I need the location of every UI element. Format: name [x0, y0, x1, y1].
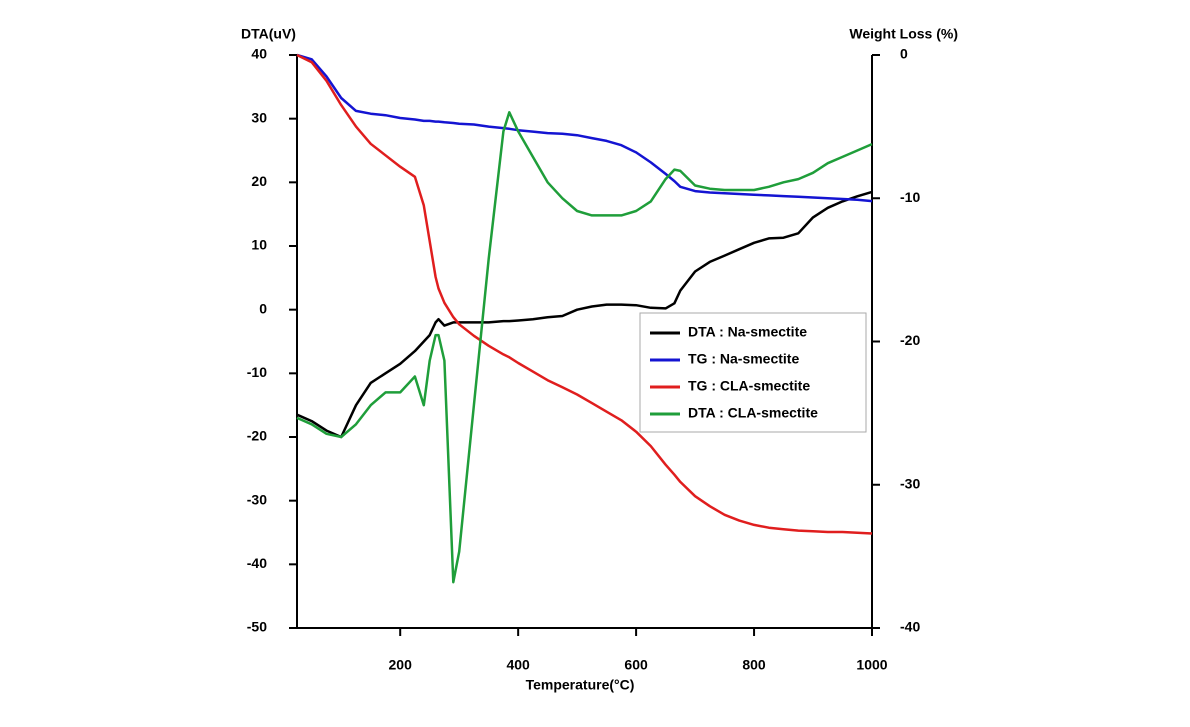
y-tick-label: -30 [247, 491, 267, 507]
x-tick-label: 800 [742, 657, 766, 673]
y-tick-label: -40 [247, 555, 267, 571]
y-tick-label: -50 [247, 619, 267, 635]
x-axis-title: Temperature(°C) [526, 677, 635, 693]
y-tick-label: 10 [251, 237, 267, 253]
y-tick-label: 40 [251, 46, 267, 62]
y-tick-label: -10 [247, 364, 267, 380]
legend-label: TG : Na-smectite [688, 351, 799, 367]
legend-label: TG : CLA-smectite [688, 378, 810, 394]
y-axis-title: DTA(uV) [241, 26, 296, 42]
y2-tick-label: 0 [900, 46, 908, 62]
y-tick-label: -20 [247, 428, 267, 444]
y-tick-label: 30 [251, 109, 267, 125]
y2-tick-label: -40 [900, 619, 920, 635]
series-line [296, 53, 873, 203]
series-line [296, 53, 873, 535]
x-tick-label: 1000 [856, 657, 887, 673]
y-tick-label: 20 [251, 173, 267, 189]
y2-tick-label: -20 [900, 332, 920, 348]
y-tick-label: 0 [259, 300, 267, 316]
legend-label: DTA : CLA-smectite [688, 405, 818, 421]
y2-tick-label: -10 [900, 189, 920, 205]
y2-axis-title: Weight Loss (%) [849, 26, 958, 42]
x-tick-label: 400 [506, 657, 530, 673]
x-tick-label: 600 [624, 657, 648, 673]
series-line [296, 111, 873, 584]
x-tick-label: 200 [389, 657, 413, 673]
series-line [296, 190, 873, 439]
y2-tick-label: -30 [900, 475, 920, 491]
legend-label: DTA : Na-smectite [688, 324, 807, 340]
